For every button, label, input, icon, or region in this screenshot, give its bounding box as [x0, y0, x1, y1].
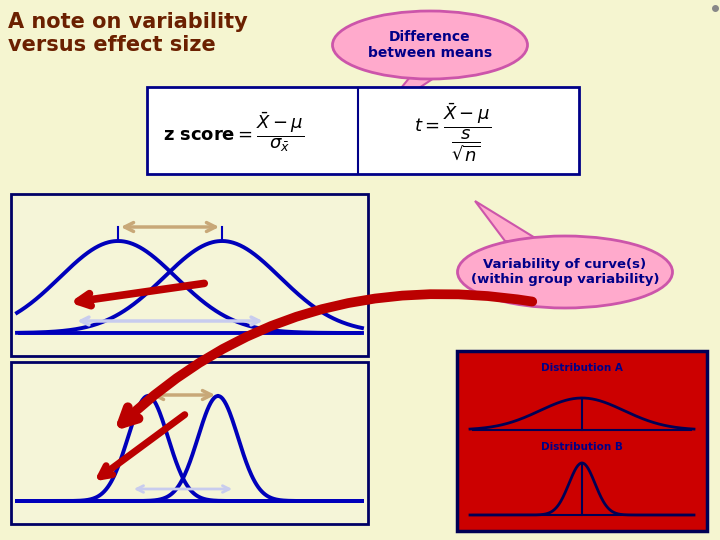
FancyBboxPatch shape: [11, 362, 368, 524]
Text: $\mathbf{z\ score} = \dfrac{\bar{X} - \mu}{\sigma_{\bar{x}}}$: $\mathbf{z\ score} = \dfrac{\bar{X} - \m…: [163, 110, 304, 153]
Ellipse shape: [457, 236, 672, 308]
Text: A note on variability
versus effect size: A note on variability versus effect size: [8, 12, 248, 55]
Text: Difference
between means: Difference between means: [368, 30, 492, 60]
FancyBboxPatch shape: [457, 351, 707, 531]
Text: Distribution B: Distribution B: [541, 442, 623, 452]
FancyBboxPatch shape: [11, 194, 368, 356]
Ellipse shape: [333, 11, 528, 79]
Text: $t = \dfrac{\bar{X}-\mu}{\dfrac{s}{\sqrt{n}}}$: $t = \dfrac{\bar{X}-\mu}{\dfrac{s}{\sqrt…: [415, 102, 492, 163]
Polygon shape: [380, 74, 440, 114]
FancyBboxPatch shape: [147, 87, 579, 174]
Polygon shape: [475, 201, 545, 244]
Text: Variability of curve(s)
(within group variability): Variability of curve(s) (within group va…: [471, 258, 660, 286]
Text: Distribution A: Distribution A: [541, 363, 623, 373]
